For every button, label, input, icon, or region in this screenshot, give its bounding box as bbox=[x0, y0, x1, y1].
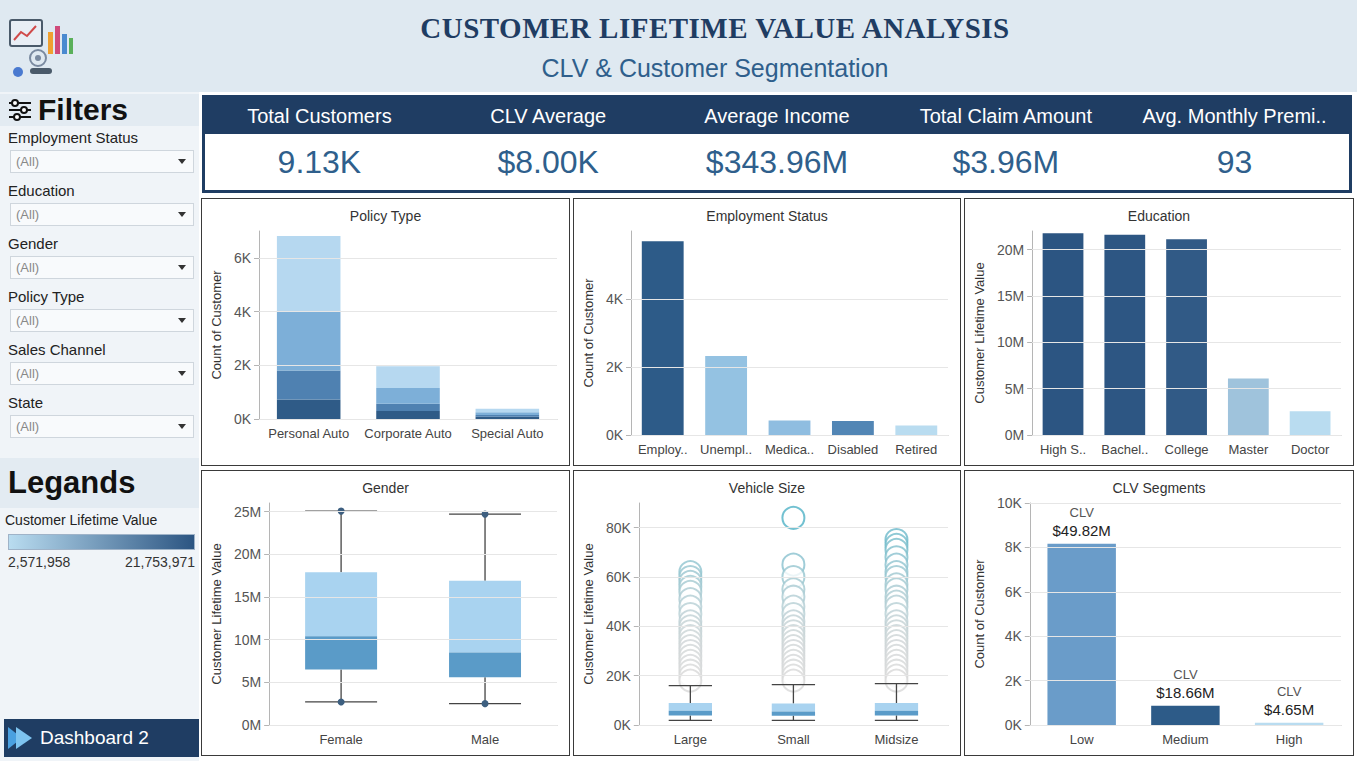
svg-text:2K: 2K bbox=[234, 357, 252, 373]
svg-text:10K: 10K bbox=[997, 495, 1023, 511]
svg-text:2K: 2K bbox=[606, 359, 624, 375]
svg-text:0K: 0K bbox=[1005, 717, 1023, 733]
svg-text:Employment Status: Employment Status bbox=[706, 208, 827, 224]
svg-text:High S..: High S.. bbox=[1040, 442, 1086, 457]
html-text:$343.96M: $343.96M bbox=[705, 144, 849, 180]
svg-text:CLV Segments: CLV Segments bbox=[1112, 480, 1205, 496]
html-text:Avg. Monthly Premi..: Avg. Monthly Premi.. bbox=[1142, 105, 1327, 127]
svg-text:20K: 20K bbox=[606, 668, 632, 684]
svg-text:0K: 0K bbox=[606, 427, 624, 443]
svg-text:Corporate Auto: Corporate Auto bbox=[364, 426, 451, 441]
svg-text:60K: 60K bbox=[606, 569, 632, 585]
svg-text:Customer Lifetime Value: Customer Lifetime Value bbox=[972, 262, 987, 403]
html-text:Gender: Gender bbox=[8, 235, 58, 252]
svg-text:25M: 25M bbox=[234, 504, 261, 520]
html-text:Employment Status: Employment Status bbox=[8, 129, 139, 146]
html-text:Legands: Legands bbox=[8, 465, 136, 500]
svg-text:Customer Lifetime Value: Customer Lifetime Value bbox=[581, 543, 596, 684]
svg-text:Male: Male bbox=[471, 732, 499, 747]
html-text:Customer Lifetime Value: Customer Lifetime Value bbox=[5, 512, 158, 528]
svg-text:Bachel..: Bachel.. bbox=[1101, 442, 1148, 457]
svg-text:5M: 5M bbox=[242, 674, 261, 690]
svg-text:Count of Customer: Count of Customer bbox=[209, 270, 224, 380]
html-text:Dashboard 2: Dashboard 2 bbox=[40, 727, 149, 748]
svg-text:4K: 4K bbox=[234, 304, 252, 320]
svg-text:Large: Large bbox=[674, 732, 707, 747]
html-text:Filters: Filters bbox=[38, 93, 128, 126]
html-text:(All): (All) bbox=[16, 260, 40, 275]
svg-text:Employ..: Employ.. bbox=[638, 442, 688, 457]
svg-text:$4.65M: $4.65M bbox=[1264, 701, 1314, 718]
svg-text:CLV: CLV bbox=[1277, 684, 1302, 699]
svg-text:College: College bbox=[1165, 442, 1209, 457]
html-text:21,753,971: 21,753,971 bbox=[124, 554, 195, 570]
svg-text:Special Auto: Special Auto bbox=[471, 426, 543, 441]
svg-text:0M: 0M bbox=[242, 717, 261, 733]
svg-text:Vehicle Size: Vehicle Size bbox=[729, 480, 805, 496]
svg-text:2K: 2K bbox=[1005, 673, 1023, 689]
svg-text:80K: 80K bbox=[606, 520, 632, 536]
html-text:(All): (All) bbox=[16, 313, 40, 328]
html-text:State: State bbox=[8, 394, 43, 411]
html-text:(All): (All) bbox=[16, 366, 40, 381]
html-text:9.13K: 9.13K bbox=[277, 144, 362, 180]
svg-text:10M: 10M bbox=[234, 632, 261, 648]
html-text:93: 93 bbox=[1216, 144, 1253, 180]
svg-text:Master: Master bbox=[1228, 442, 1268, 457]
html-text:Total Claim Amount: Total Claim Amount bbox=[919, 105, 1092, 127]
svg-text:$49.82M: $49.82M bbox=[1052, 522, 1110, 539]
html-text:(All): (All) bbox=[16, 207, 40, 222]
html-text:CLV & Customer Segmentation: CLV & Customer Segmentation bbox=[541, 54, 889, 82]
svg-text:15M: 15M bbox=[234, 589, 261, 605]
svg-text:Customer Lifetime Value: Customer Lifetime Value bbox=[209, 543, 224, 684]
html-text:Average Income: Average Income bbox=[704, 105, 850, 127]
svg-text:Count of Customer: Count of Customer bbox=[581, 278, 596, 388]
svg-text:Count of Customer: Count of Customer bbox=[972, 559, 987, 669]
html-text:Policy Type: Policy Type bbox=[8, 288, 85, 305]
svg-text:20M: 20M bbox=[234, 546, 261, 562]
svg-text:8K: 8K bbox=[1005, 539, 1023, 555]
svg-text:Female: Female bbox=[319, 732, 362, 747]
html-text:CUSTOMER LIFETIME VALUE ANALYS: CUSTOMER LIFETIME VALUE ANALYSIS bbox=[420, 12, 1010, 44]
svg-text:4K: 4K bbox=[1005, 628, 1023, 644]
svg-text:6K: 6K bbox=[234, 250, 252, 266]
html-text:Total Customers: Total Customers bbox=[247, 105, 392, 127]
svg-text:0K: 0K bbox=[234, 411, 252, 427]
html-text:$3.96M: $3.96M bbox=[952, 144, 1060, 180]
svg-text:Policy Type: Policy Type bbox=[350, 208, 422, 224]
svg-text:Gender: Gender bbox=[362, 480, 409, 496]
html-text:2,571,958: 2,571,958 bbox=[8, 554, 71, 570]
svg-text:Education: Education bbox=[1128, 208, 1190, 224]
svg-text:High: High bbox=[1276, 732, 1303, 747]
svg-text:4K: 4K bbox=[606, 291, 624, 307]
svg-text:Small: Small bbox=[777, 732, 810, 747]
svg-text:CLV: CLV bbox=[1070, 505, 1095, 520]
svg-text:Low: Low bbox=[1070, 732, 1094, 747]
svg-text:$18.66M: $18.66M bbox=[1156, 684, 1214, 701]
svg-text:Midsize: Midsize bbox=[874, 732, 918, 747]
svg-text:10M: 10M bbox=[997, 334, 1024, 350]
html-text:Education: Education bbox=[8, 182, 75, 199]
html-text:$8.00K: $8.00K bbox=[497, 144, 599, 180]
svg-text:Doctor: Doctor bbox=[1291, 442, 1330, 457]
svg-text:6K: 6K bbox=[1005, 584, 1023, 600]
html-text:Sales Channel: Sales Channel bbox=[8, 341, 106, 358]
html-text:(All): (All) bbox=[16, 419, 40, 434]
html-text:(All): (All) bbox=[16, 154, 40, 169]
svg-text:Retired: Retired bbox=[895, 442, 937, 457]
svg-text:15M: 15M bbox=[997, 288, 1024, 304]
svg-text:40K: 40K bbox=[606, 618, 632, 634]
svg-text:0M: 0M bbox=[1005, 427, 1024, 443]
svg-text:Medium: Medium bbox=[1162, 732, 1208, 747]
html-text:CLV Average: CLV Average bbox=[490, 105, 607, 127]
svg-text:5M: 5M bbox=[1005, 381, 1024, 397]
svg-text:Medica..: Medica.. bbox=[765, 442, 814, 457]
svg-text:20M: 20M bbox=[997, 242, 1024, 258]
svg-text:Disabled: Disabled bbox=[828, 442, 879, 457]
svg-text:0K: 0K bbox=[614, 717, 632, 733]
svg-text:Personal Auto: Personal Auto bbox=[268, 426, 349, 441]
svg-text:Unempl..: Unempl.. bbox=[700, 442, 752, 457]
svg-text:CLV: CLV bbox=[1173, 667, 1198, 682]
